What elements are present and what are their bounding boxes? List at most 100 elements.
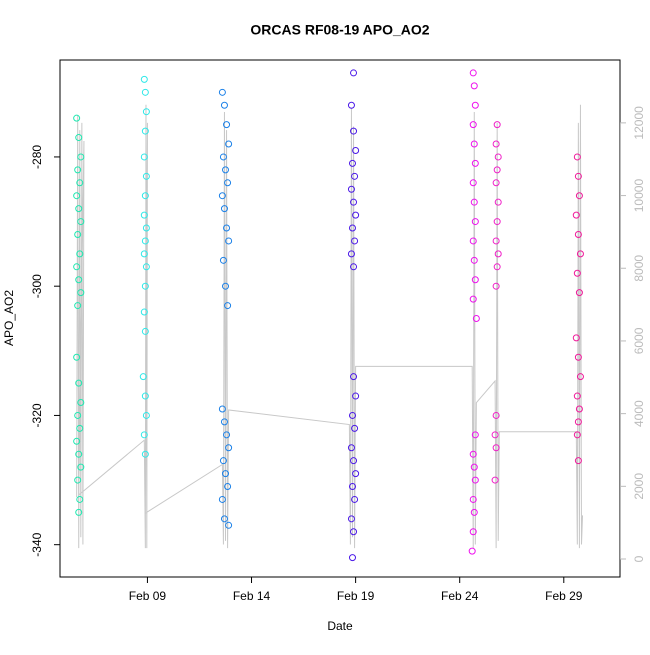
point xyxy=(350,198,358,206)
point xyxy=(574,172,582,180)
point xyxy=(74,411,82,419)
point xyxy=(350,457,358,465)
point xyxy=(350,127,358,135)
point xyxy=(141,392,149,400)
point xyxy=(573,431,581,439)
point xyxy=(348,224,356,232)
point xyxy=(218,405,226,413)
point xyxy=(220,418,228,426)
point xyxy=(493,218,501,226)
point xyxy=(470,508,478,516)
point xyxy=(576,250,584,258)
point xyxy=(142,263,150,271)
point xyxy=(469,121,477,129)
point xyxy=(141,282,149,290)
point xyxy=(575,405,583,413)
point xyxy=(348,554,356,562)
point xyxy=(141,450,149,458)
point xyxy=(77,399,85,407)
point xyxy=(491,476,499,484)
point xyxy=(494,153,502,161)
point xyxy=(492,411,500,419)
point xyxy=(139,373,147,381)
point xyxy=(142,108,150,116)
point xyxy=(77,153,85,161)
point xyxy=(74,302,82,310)
point xyxy=(141,127,149,135)
point xyxy=(347,101,355,109)
point xyxy=(219,153,227,161)
point xyxy=(222,470,230,478)
point xyxy=(77,289,85,297)
point xyxy=(347,444,355,452)
point xyxy=(74,166,82,174)
point xyxy=(225,444,233,452)
chart-title: ORCAS RF08-19 APO_AO2 xyxy=(250,22,429,38)
point xyxy=(471,431,479,439)
point xyxy=(73,114,81,122)
point xyxy=(469,295,477,303)
point xyxy=(141,327,149,335)
x-tick-label: Feb 09 xyxy=(129,589,167,603)
x-tick-label: Feb 29 xyxy=(545,589,583,603)
point xyxy=(470,198,478,206)
point xyxy=(350,528,358,536)
point xyxy=(73,192,81,200)
point xyxy=(225,521,233,529)
point xyxy=(220,101,228,109)
y2-tick-label: 6000 xyxy=(632,327,646,354)
point xyxy=(77,463,85,471)
point xyxy=(347,515,355,523)
point xyxy=(75,205,83,213)
point xyxy=(471,276,479,284)
y2-tick-label: 4000 xyxy=(632,400,646,427)
point xyxy=(140,153,148,161)
y2-tick-label: 10000 xyxy=(632,179,646,213)
point xyxy=(351,424,359,432)
y2-tick-label: 12000 xyxy=(632,106,646,140)
point xyxy=(574,353,582,361)
point xyxy=(142,411,150,419)
point xyxy=(491,431,499,439)
point xyxy=(73,353,81,361)
point xyxy=(224,179,232,187)
point xyxy=(348,483,356,491)
point xyxy=(225,237,233,245)
point xyxy=(471,218,479,226)
point xyxy=(224,302,232,310)
point xyxy=(75,450,83,458)
point xyxy=(219,457,227,465)
point xyxy=(73,263,81,271)
point xyxy=(218,495,226,503)
point xyxy=(469,450,477,458)
y-axis-label: APO_AO2 xyxy=(2,290,16,346)
point xyxy=(493,263,501,271)
y-tick-label: -300 xyxy=(30,274,44,298)
point xyxy=(76,495,84,503)
y2-tick-label: 8000 xyxy=(632,255,646,282)
point xyxy=(75,379,83,387)
point xyxy=(141,88,149,96)
point xyxy=(76,179,84,187)
point xyxy=(351,495,359,503)
point xyxy=(494,250,502,258)
point xyxy=(76,250,84,258)
point xyxy=(347,250,355,258)
point xyxy=(573,269,581,277)
point xyxy=(351,237,359,245)
y-tick-label: -340 xyxy=(30,532,44,556)
point xyxy=(351,172,359,180)
point xyxy=(140,250,148,258)
point xyxy=(573,153,581,161)
point xyxy=(470,463,478,471)
point xyxy=(223,121,231,129)
point xyxy=(142,224,150,232)
point xyxy=(222,282,230,290)
point xyxy=(352,146,360,154)
point xyxy=(352,392,360,400)
point xyxy=(218,192,226,200)
point xyxy=(492,444,500,452)
point xyxy=(222,166,230,174)
x-axis-label: Date xyxy=(327,619,353,633)
